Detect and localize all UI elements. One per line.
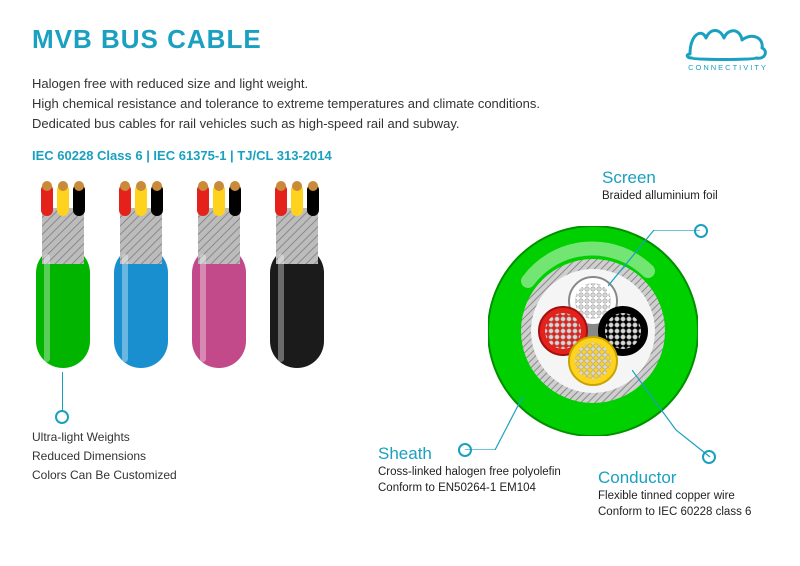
desc-line: Halogen free with reduced size and light… <box>32 74 540 94</box>
logo-sub-text: CONNECTIVITY <box>688 63 768 72</box>
label-desc: Flexible tinned copper wire <box>598 488 751 504</box>
label-desc: Braided alluminium foil <box>602 188 718 204</box>
callout-marker-icon <box>55 410 69 424</box>
desc-line: Dedicated bus cables for rail vehicles s… <box>32 114 540 134</box>
label-screen: Screen Braided alluminium foil <box>602 168 718 204</box>
connector-line <box>632 370 712 460</box>
page-title: MVB BUS CABLE <box>32 24 262 55</box>
feature-list: Ultra-light Weights Reduced Dimensions C… <box>32 428 177 486</box>
cable-variant <box>266 176 328 372</box>
cable-variant <box>32 176 94 372</box>
brand-logo: CONNECTIVITY <box>684 20 772 77</box>
label-title: Conductor <box>598 468 751 488</box>
desc-line: High chemical resistance and tolerance t… <box>32 94 540 114</box>
feature-item: Colors Can Be Customized <box>32 466 177 485</box>
cable-variant <box>188 176 250 372</box>
pointer-line <box>62 372 63 414</box>
standards-line: IEC 60228 Class 6 | IEC 61375-1 | TJ/CL … <box>32 148 332 163</box>
cable-variants <box>32 176 328 372</box>
label-conductor: Conductor Flexible tinned copper wire Co… <box>598 468 751 520</box>
connector-line <box>465 396 525 450</box>
feature-item: Reduced Dimensions <box>32 447 177 466</box>
label-desc: Cross-linked halogen free polyolefin <box>378 464 561 480</box>
feature-item: Ultra-light Weights <box>32 428 177 447</box>
connector-line <box>608 230 700 292</box>
product-description: Halogen free with reduced size and light… <box>32 74 540 134</box>
cable-variant <box>110 176 172 372</box>
label-title: Screen <box>602 168 718 188</box>
label-desc: Conform to EN50264-1 EM104 <box>378 480 561 496</box>
label-desc: Conform to IEC 60228 class 6 <box>598 504 751 520</box>
